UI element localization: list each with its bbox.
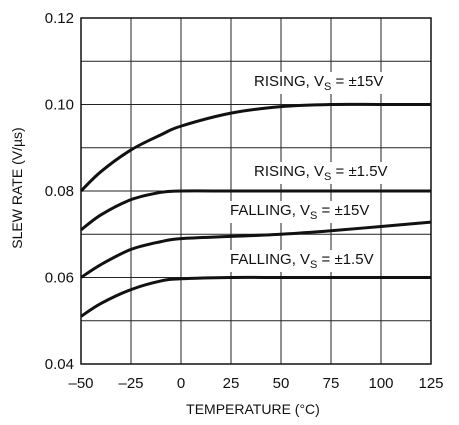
x-tick-label: 75 [323,375,340,392]
series-label-bg [227,201,373,223]
series-label-falling-1p5v: FALLING, VS = ±1.5V [230,251,374,271]
plot-frame [80,17,432,365]
series-line-falling-15v [80,220,432,279]
x-tick-label: 125 [418,375,443,392]
series-line-rising-1p5v [80,189,431,232]
plot-border [80,17,432,365]
x-tick-label: 100 [368,375,393,392]
x-tick-label: 50 [273,375,290,392]
x-axis-title: TEMPERATURE (°C) [186,401,320,417]
x-tick-label: 0 [177,375,185,392]
series-labels: RISING, VS = ±15V RISING, VS = ±1.5V FALLI… [227,72,391,272]
y-tick-label: 0.08 [45,183,74,200]
x-tick-label: –25 [118,375,143,392]
y-tick-label: 0.12 [45,10,74,27]
x-tick-label: –50 [68,375,93,392]
series-line-falling-1p5v [80,275,431,318]
series-label-rising-1p5v: RISING, VS = ±1.5V [254,163,388,183]
tick-labels: –50 –25 0 25 50 75 100 125 0.04 0.06 0.08 0.10 0.12 [45,10,444,392]
y-axis-title: SLEW RATE (V/µs) [9,127,25,248]
series-label-falling-15v: FALLING, VS = ±15V [230,202,369,222]
series-label-bg [251,72,387,94]
series-label-bg [251,162,391,184]
series-lines [79,102,432,318]
y-tick-label: 0.06 [45,270,74,287]
series-label-rising-15v: RISING, VS = ±15V [254,73,383,93]
series-line-rising-15v [79,102,431,193]
y-tick-label: 0.04 [45,356,74,373]
series-label-bg [227,250,377,272]
x-tick-label: 25 [223,375,240,392]
y-tick-label: 0.10 [45,97,74,114]
